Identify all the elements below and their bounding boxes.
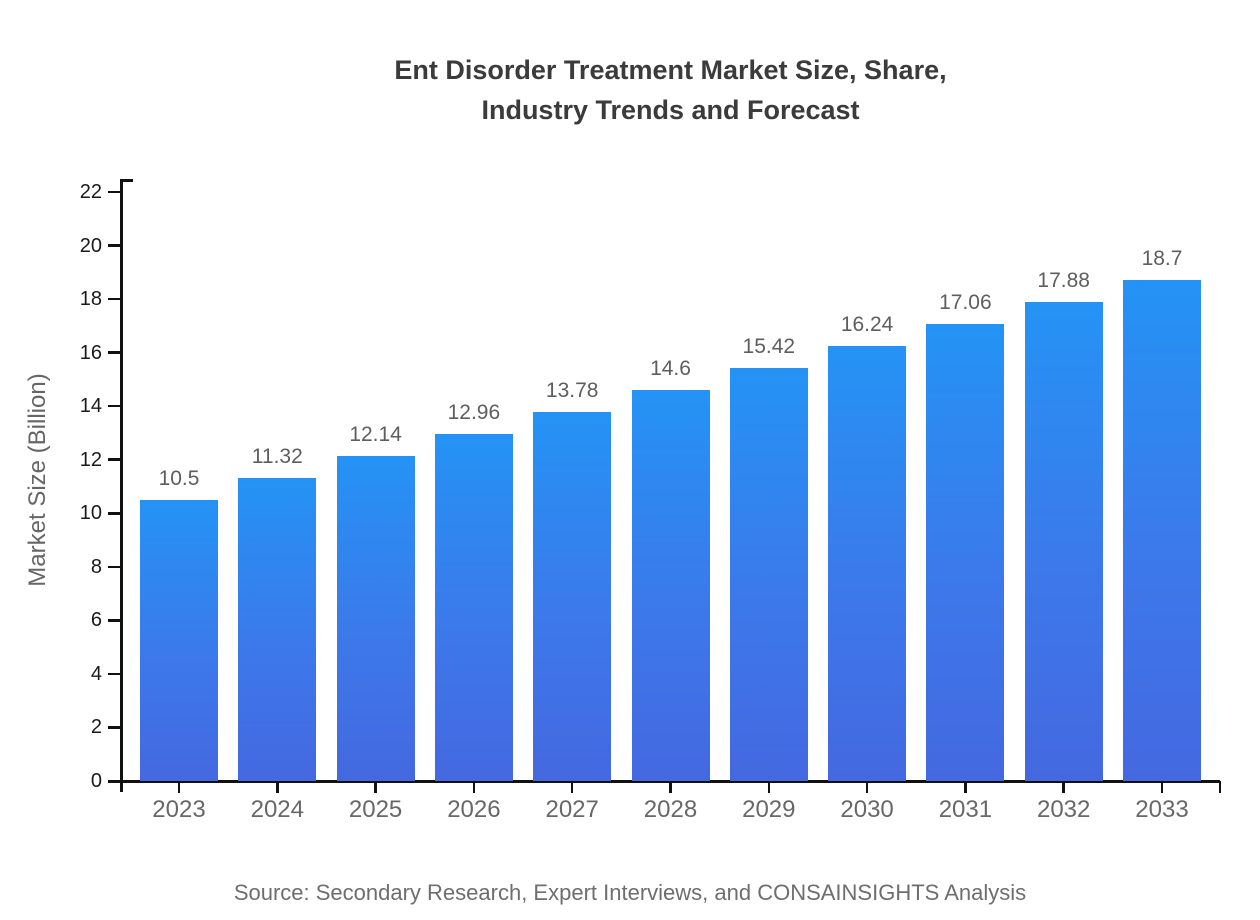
chart-title-line-1: Ent Disorder Treatment Market Size, Shar…: [394, 55, 947, 85]
x-tick: [1062, 781, 1065, 793]
y-axis-title-text: Market Size (Billion): [24, 373, 51, 587]
x-tick-label: 2028: [643, 796, 698, 823]
y-tick-label: 6: [90, 609, 102, 632]
y-tick-label: 20: [79, 234, 102, 257]
bar: [926, 324, 1005, 781]
y-tick: [108, 351, 121, 354]
bar-value-label: 12.14: [349, 422, 402, 446]
bar: [533, 412, 612, 781]
x-tick-label: 2023: [152, 796, 206, 823]
bar-value-label: 16.24: [840, 313, 894, 337]
x-tick: [177, 781, 181, 793]
y-tick-label: 2: [90, 716, 102, 739]
bar: [729, 368, 808, 781]
bar-value-label: 15.42: [742, 335, 796, 359]
chart-title: Ent Disorder Treatment Market Size, Shar…: [121, 50, 1220, 130]
y-tick: [108, 619, 121, 622]
y-tick-label: 16: [79, 341, 102, 364]
bar-value-label: 13.78: [545, 379, 599, 403]
y-tick: [108, 404, 121, 408]
x-tick-label: 2031: [938, 796, 993, 823]
x-tick: [964, 781, 967, 793]
chart-title-line-2: Industry Trends and Forecast: [481, 95, 860, 125]
y-tick: [108, 565, 121, 569]
x-tick-label: 2030: [840, 796, 894, 823]
source-note: Source: Secondary Research, Expert Inter…: [233, 880, 1027, 905]
x-tick-label: 2025: [348, 796, 403, 823]
y-tick-label: 22: [79, 181, 102, 203]
y-tick: [108, 297, 121, 301]
x-tick: [1160, 781, 1164, 793]
x-axis-end-cap: [1218, 781, 1221, 793]
bar: [1024, 302, 1103, 781]
x-tick-label: 2032: [1036, 796, 1091, 823]
bar: [336, 455, 415, 781]
bar-value-label: 17.88: [1037, 269, 1090, 293]
x-tick: [669, 781, 672, 793]
bar-value-label: 12.96: [447, 401, 501, 425]
y-tick: [108, 512, 121, 515]
bar: [238, 477, 317, 781]
x-tick-label: 2029: [742, 796, 796, 823]
y-axis-end-cap: [120, 179, 133, 182]
y-tick: [108, 190, 121, 194]
x-tick-label: 2026: [447, 796, 501, 823]
bar: [631, 390, 710, 781]
y-tick-label: 14: [79, 395, 102, 418]
bar-value-label: 10.5: [158, 466, 200, 490]
bar: [140, 499, 218, 781]
bar-value-label: 11.32: [251, 444, 303, 468]
x-tick-label: 2027: [545, 796, 599, 823]
x-tick: [570, 781, 574, 793]
y-tick-label: 18: [79, 288, 102, 311]
y-tick: [108, 672, 121, 676]
y-tick: [108, 244, 121, 247]
y-tick-label: 0: [90, 770, 102, 792]
x-axis-line: [108, 780, 1220, 783]
x-tick: [767, 781, 771, 793]
bar: [828, 346, 907, 781]
y-tick: [108, 726, 121, 729]
y-tick: [108, 779, 121, 783]
y-tick: [108, 458, 121, 461]
x-tick: [472, 781, 476, 793]
y-axis-line: [120, 180, 123, 792]
x-tick-label: 2033: [1135, 796, 1189, 823]
bar-value-label: 17.06: [939, 291, 992, 315]
y-tick-label: 10: [79, 502, 102, 525]
x-tick: [276, 781, 279, 793]
x-tick-label: 2024: [250, 796, 304, 823]
bar-value-label: 18.7: [1141, 247, 1183, 271]
y-tick-label: 8: [90, 555, 102, 578]
x-tick: [374, 781, 377, 793]
bar: [1123, 280, 1201, 781]
bar-value-label: 14.6: [650, 357, 691, 381]
x-tick: [865, 781, 869, 793]
bar: [434, 434, 513, 781]
y-tick-label: 12: [79, 448, 102, 471]
y-tick-label: 4: [90, 662, 102, 685]
